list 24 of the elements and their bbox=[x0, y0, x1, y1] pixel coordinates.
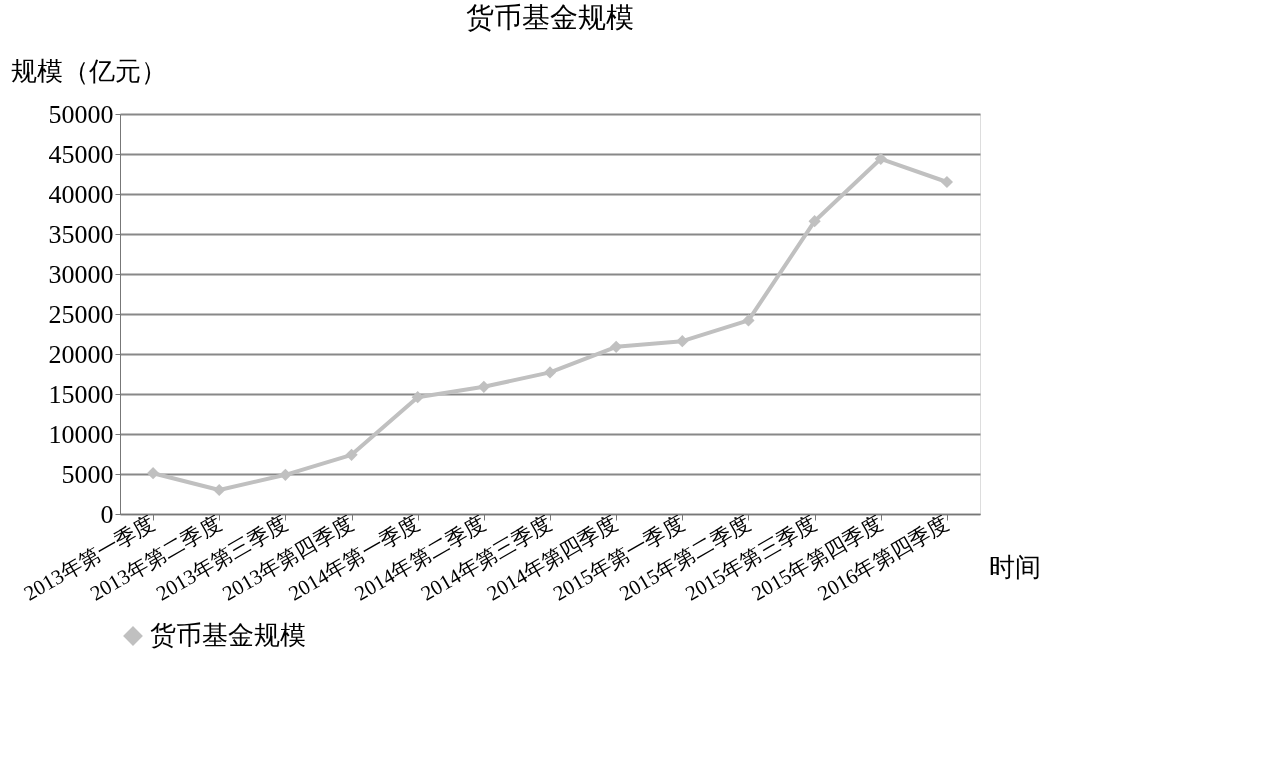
chart-title: 货币基金规模 bbox=[466, 2, 634, 33]
point bbox=[543, 366, 557, 379]
point bbox=[676, 335, 689, 348]
y-tick-label: 30000 bbox=[48, 259, 114, 289]
y-tick-label: 45000 bbox=[48, 139, 114, 169]
point bbox=[808, 215, 821, 228]
y-axis-title: 规模（亿元） bbox=[10, 56, 167, 86]
y-tick-label: 10000 bbox=[48, 419, 114, 449]
x-axis-title: 时间 bbox=[988, 552, 1041, 582]
y-tick-label: 35000 bbox=[48, 219, 114, 249]
point bbox=[213, 483, 226, 497]
point bbox=[146, 467, 160, 480]
y-tick-label: 0 bbox=[100, 499, 114, 529]
y-tick-label: 50000 bbox=[48, 99, 114, 129]
point bbox=[411, 391, 424, 404]
y-tick-label: 5000 bbox=[61, 459, 114, 489]
y-tick-label: 15000 bbox=[48, 379, 114, 409]
point bbox=[742, 314, 755, 327]
y-tick-label: 40000 bbox=[48, 179, 114, 209]
point bbox=[940, 175, 954, 189]
y-tick-label: 20000 bbox=[48, 339, 114, 369]
point bbox=[345, 448, 358, 461]
legend-label: 货币基金规模 bbox=[150, 621, 306, 650]
y-tick-label: 25000 bbox=[48, 299, 114, 329]
